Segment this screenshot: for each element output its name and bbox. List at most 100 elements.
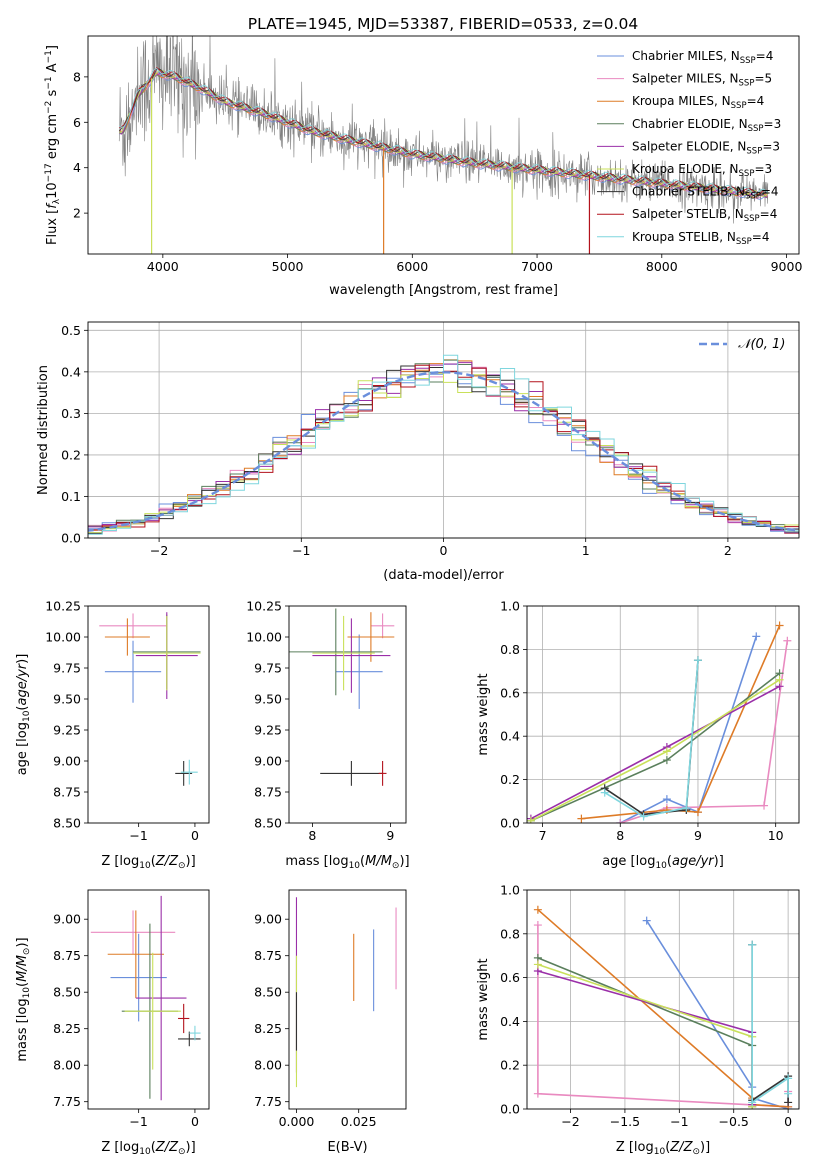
x-tick-label: −2 bbox=[150, 543, 168, 558]
legend-label-sub: SSP bbox=[740, 56, 756, 66]
x-tick-label: 0 bbox=[440, 543, 448, 558]
legend-label-value: =4 bbox=[760, 207, 778, 221]
label-part: s bbox=[45, 89, 60, 100]
y-tick-label: 0.8 bbox=[500, 926, 520, 941]
point-marker bbox=[760, 801, 769, 810]
spectrum-panel: 4000 5000 6000 7000 8000 9000 2 4 6 8 Chabrier MIL… bbox=[44, 35, 802, 298]
axes-frame bbox=[288, 889, 407, 1110]
label-part: 10 bbox=[45, 182, 60, 199]
legend-label-text: Chabrier MILES, N bbox=[632, 49, 740, 63]
label-part: 10 bbox=[139, 1147, 151, 1157]
ticks: −2 −1.5 −1 −0.5 0 0.0 0.2 0.4 0.6 0.8 1.0 bbox=[500, 883, 792, 1130]
ticks: 4000 5000 6000 7000 8000 9000 2 4 6 8 bbox=[73, 69, 802, 274]
axes-frame bbox=[87, 889, 210, 1110]
label-part: ( bbox=[151, 1140, 156, 1155]
label-part: 10 bbox=[655, 861, 667, 871]
point-marker bbox=[533, 921, 542, 930]
legend-label-sub: SSP bbox=[739, 79, 755, 89]
legend-label-sub: SSP bbox=[745, 192, 761, 202]
label-part: ⊙ bbox=[392, 861, 400, 871]
y-tick-label: 4 bbox=[73, 160, 81, 175]
label-part: A bbox=[45, 63, 60, 76]
plot-area bbox=[533, 905, 793, 1109]
label-part: mass weight bbox=[476, 673, 491, 755]
y-tick-label: 9.00 bbox=[254, 912, 282, 927]
model-spectrum bbox=[118, 69, 769, 197]
y-tick-label: 0.4 bbox=[500, 729, 520, 744]
point-marker bbox=[527, 816, 535, 823]
x-axis-label: Z [log10(Z/Z⊙)] bbox=[616, 1140, 710, 1157]
mass-vs-ebv-panel: 0.000 0.025 7.75 8.00 8.25 8.50 8.75 9.00 E(B-V) bbox=[254, 889, 407, 1155]
label-part: )] bbox=[186, 854, 196, 869]
y-tick-label: 1.0 bbox=[500, 883, 520, 898]
x-tick-label: 5000 bbox=[272, 259, 304, 274]
point-marker bbox=[662, 795, 671, 804]
y-tick-label: 2 bbox=[73, 206, 81, 221]
point-marker bbox=[662, 756, 671, 765]
legend-label-value: =4 bbox=[747, 94, 765, 108]
x-tick-label: 9 bbox=[694, 828, 702, 843]
label-part: ⊙ bbox=[22, 948, 32, 956]
label-part: Z/Z bbox=[155, 854, 179, 869]
label-part: ( bbox=[15, 982, 30, 987]
legend-label-text: Chabrier STELIB, N bbox=[632, 185, 745, 199]
point-marker bbox=[748, 940, 757, 949]
plot-area bbox=[295, 897, 397, 1088]
legend-label-text: Salpeter ELODIE, N bbox=[632, 139, 746, 153]
point-marker bbox=[783, 636, 792, 645]
x-tick-label: 0 bbox=[191, 828, 199, 843]
legend-label-value: =4 bbox=[761, 185, 779, 199]
age-vs-metallicity-panel: −1 0 8.50 8.75 9.00 9.25 9.50 9.75 10.00 10.25 Z [… bbox=[15, 599, 210, 871]
residuals-panel: −2 −1 0 1 2 0.0 0.1 0.2 0.3 0.4 0.5 𝒩(0, 1) (data-mo… bbox=[36, 321, 800, 583]
y-axis-label: age [log10(age/yr)] bbox=[15, 654, 32, 776]
label-part: 10 bbox=[349, 861, 361, 871]
y-tick-label: 10.25 bbox=[45, 599, 81, 614]
x-tick-label: 0 bbox=[784, 1114, 792, 1129]
y-tick-label: 8.75 bbox=[254, 948, 282, 963]
label-part: mass [log bbox=[15, 998, 30, 1061]
y-axis-label: Flux [fλ10−17 erg cm−2 s−1 A−1] bbox=[44, 45, 62, 245]
point-marker bbox=[775, 621, 784, 630]
label-part: Z/Z bbox=[669, 1140, 693, 1155]
age-vs-mass-panel: 8 9 8.50 8.75 9.00 9.25 9.50 9.75 10.00 10.25 mass… bbox=[246, 599, 409, 872]
y-tick-label: 7.75 bbox=[254, 1094, 282, 1109]
x-axis-label: mass [log10(M/M⊙)] bbox=[285, 854, 409, 871]
x-tick-label: −2 bbox=[561, 1114, 579, 1129]
label-part: Z/Z bbox=[155, 1140, 179, 1155]
mass-weight-line bbox=[619, 636, 758, 823]
x-axis-label: Z [log10(Z/Z⊙)] bbox=[101, 1140, 195, 1157]
y-tick-label: 0.5 bbox=[61, 323, 81, 338]
y-tick-label: 0.1 bbox=[61, 489, 81, 504]
point-marker bbox=[682, 803, 691, 812]
y-tick-label: 0.8 bbox=[500, 642, 520, 657]
y-tick-label: 0.4 bbox=[500, 1014, 520, 1029]
label-part: −2 bbox=[44, 101, 54, 114]
x-tick-label: 8 bbox=[308, 828, 316, 843]
label-part: ( bbox=[15, 706, 30, 711]
label-part: M/M bbox=[365, 854, 392, 869]
model-spectrum bbox=[118, 72, 768, 200]
label-part: )] bbox=[714, 854, 724, 869]
ticks: −2 −1 0 1 2 0.0 0.1 0.2 0.3 0.4 0.5 bbox=[61, 323, 732, 558]
point-marker bbox=[662, 747, 671, 756]
label-part: )] bbox=[700, 1140, 710, 1155]
label-part: mass [log bbox=[285, 854, 348, 869]
label-part: 10 bbox=[22, 987, 32, 999]
legend-label: Kroupa STELIB, NSSP=4 bbox=[632, 230, 770, 247]
plot-area bbox=[99, 612, 201, 786]
legend-label-value: =4 bbox=[752, 230, 770, 244]
x-tick-label: 1 bbox=[582, 543, 590, 558]
axes-frame bbox=[87, 35, 800, 255]
model-spectrum bbox=[118, 68, 769, 196]
label-part: ⊙ bbox=[178, 1147, 186, 1157]
x-tick-label: −1.5 bbox=[610, 1114, 640, 1129]
legend-label: Salpeter STELIB, NSSP=4 bbox=[632, 207, 777, 224]
point-marker bbox=[693, 656, 702, 665]
figure-title: PLATE=1945, MJD=53387, FIBERID=0533, z=0… bbox=[248, 15, 638, 33]
x-tick-label: 9 bbox=[386, 828, 394, 843]
y-tick-label: 0.2 bbox=[61, 447, 81, 462]
legend-label-sub: SSP bbox=[736, 237, 752, 247]
label-part: Z [log bbox=[101, 1140, 139, 1155]
axes-frame bbox=[288, 605, 407, 824]
